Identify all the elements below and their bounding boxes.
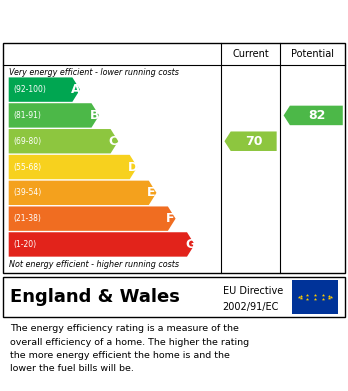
Text: (1-20): (1-20) bbox=[13, 240, 36, 249]
Text: 70: 70 bbox=[245, 135, 263, 148]
Text: F: F bbox=[166, 212, 175, 225]
Text: 2002/91/EC: 2002/91/EC bbox=[223, 301, 279, 312]
Text: Not energy efficient - higher running costs: Not energy efficient - higher running co… bbox=[9, 260, 179, 269]
Text: (55-68): (55-68) bbox=[13, 163, 41, 172]
Polygon shape bbox=[9, 155, 137, 179]
Polygon shape bbox=[9, 206, 176, 231]
Polygon shape bbox=[284, 106, 343, 125]
Text: (81-91): (81-91) bbox=[13, 111, 41, 120]
Bar bbox=[292, 280, 338, 314]
Text: Current: Current bbox=[232, 49, 269, 59]
Text: Potential: Potential bbox=[291, 49, 334, 59]
Text: England & Wales: England & Wales bbox=[10, 288, 180, 306]
Polygon shape bbox=[224, 131, 277, 151]
Text: (69-80): (69-80) bbox=[13, 137, 41, 146]
Polygon shape bbox=[9, 232, 195, 256]
Polygon shape bbox=[9, 77, 80, 102]
Polygon shape bbox=[9, 129, 118, 153]
Text: A: A bbox=[71, 83, 80, 96]
Text: EU Directive: EU Directive bbox=[223, 286, 283, 296]
Text: (92-100): (92-100) bbox=[13, 85, 46, 94]
Text: C: C bbox=[109, 135, 118, 148]
Text: D: D bbox=[128, 161, 138, 174]
Text: 82: 82 bbox=[308, 109, 325, 122]
Text: G: G bbox=[185, 238, 196, 251]
Text: (39-54): (39-54) bbox=[13, 188, 41, 197]
Text: Energy Efficiency Rating: Energy Efficiency Rating bbox=[69, 13, 279, 28]
Text: The energy efficiency rating is a measure of the
overall efficiency of a home. T: The energy efficiency rating is a measur… bbox=[10, 325, 250, 373]
Polygon shape bbox=[9, 103, 99, 127]
Polygon shape bbox=[9, 181, 157, 205]
Text: (21-38): (21-38) bbox=[13, 214, 41, 223]
Text: Very energy efficient - lower running costs: Very energy efficient - lower running co… bbox=[9, 68, 179, 77]
Text: E: E bbox=[147, 187, 156, 199]
Text: B: B bbox=[90, 109, 99, 122]
